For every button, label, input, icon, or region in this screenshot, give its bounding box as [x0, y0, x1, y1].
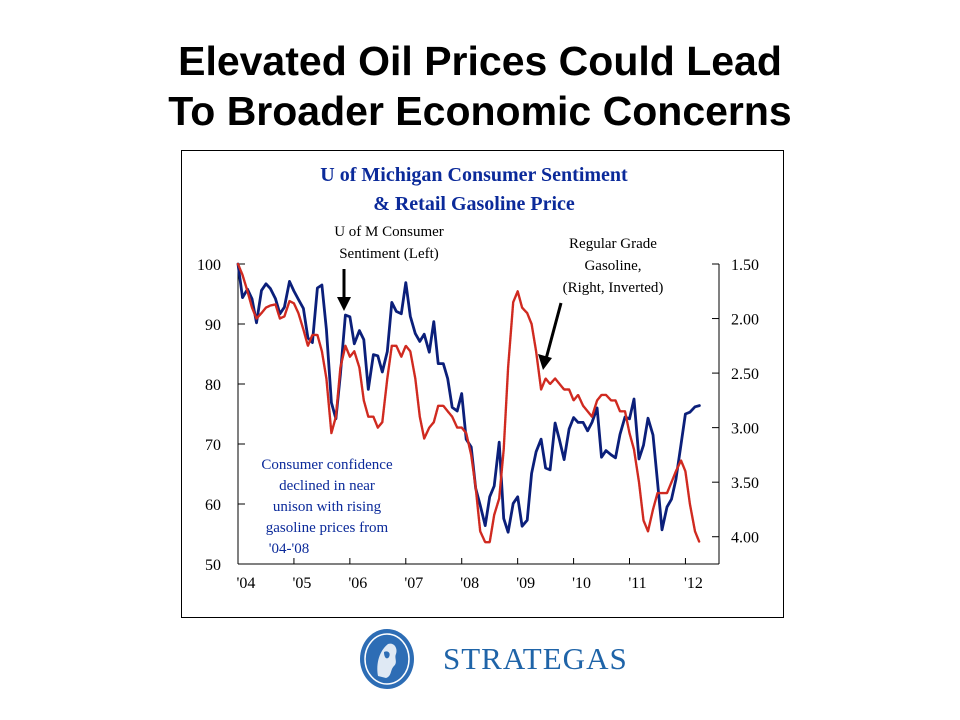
chart-frame: U of Michigan Consumer Sentiment & Retai…	[181, 150, 784, 618]
chart-svg: U of Michigan Consumer Sentiment & Retai…	[197, 164, 759, 592]
sentiment-annotation-line-1: U of M Consumer	[334, 224, 444, 240]
x-tick-label: '05	[292, 575, 311, 592]
chart-title-line-1: U of Michigan Consumer Sentiment	[320, 164, 628, 186]
right-y-tick-label: 2.50	[731, 366, 759, 383]
x-tick-label: '12	[684, 575, 703, 592]
x-tick-label: '04	[237, 575, 256, 592]
right-y-tick-label: 3.00	[731, 421, 759, 438]
note-annotation: Consumer confidence declined in near uni…	[261, 457, 393, 557]
right-y-tick-label: 4.00	[731, 530, 759, 547]
left-y-tick-label: 100	[197, 257, 221, 274]
chart-title-line-2: & Retail Gasoline Price	[373, 193, 575, 215]
gasoline-series-line	[236, 262, 701, 544]
note-line-4: gasoline prices from	[266, 520, 389, 536]
left-y-tick-label: 80	[205, 377, 221, 394]
strategas-wordmark: STRATEGAS	[443, 641, 628, 676]
sentiment-arrow-head	[337, 297, 351, 311]
x-tick-label: '06	[348, 575, 367, 592]
slide-title-line-1: Elevated Oil Prices Could Lead	[178, 38, 782, 84]
series-layer	[236, 262, 701, 544]
x-tick-label: '09	[516, 575, 535, 592]
ticks-layer: 100 90 80 70 60 50 1.50 2.00 2.50 3.00 3.50 4.00 '04…	[197, 257, 759, 592]
x-tick-label: '07	[404, 575, 423, 592]
left-y-tick-label: 60	[205, 497, 221, 514]
sentiment-annotation-line-2: Sentiment (Left)	[339, 246, 439, 262]
slide-title: Elevated Oil Prices Could Lead To Broade…	[0, 36, 960, 136]
gas-arrow-head	[538, 354, 552, 370]
left-y-tick-label: 90	[205, 317, 221, 334]
x-tick-label: '10	[572, 575, 591, 592]
strategas-emblem	[360, 629, 414, 689]
x-tick-label: '11	[628, 575, 646, 592]
left-y-tick-label: 50	[205, 557, 221, 574]
x-tick-label: '08	[460, 575, 479, 592]
note-line-3: unison with rising	[273, 499, 382, 515]
slide-title-line-2: To Broader Economic Concerns	[168, 88, 792, 134]
right-y-tick-label: 2.00	[731, 312, 759, 329]
left-y-tick-label: 70	[205, 437, 221, 454]
note-line-2: declined in near	[279, 478, 375, 494]
gas-annotation-line-2: Gasoline,	[584, 258, 641, 274]
gas-arrow-shaft	[544, 302, 563, 360]
right-y-tick-label: 1.50	[731, 257, 759, 274]
gas-annotation-line-1: Regular Grade	[569, 236, 657, 252]
right-y-tick-label: 3.50	[731, 475, 759, 492]
note-line-1: Consumer confidence	[261, 457, 393, 473]
note-line-5: '04-'08	[269, 541, 309, 557]
gas-annotation-line-3: (Right, Inverted)	[563, 280, 664, 296]
